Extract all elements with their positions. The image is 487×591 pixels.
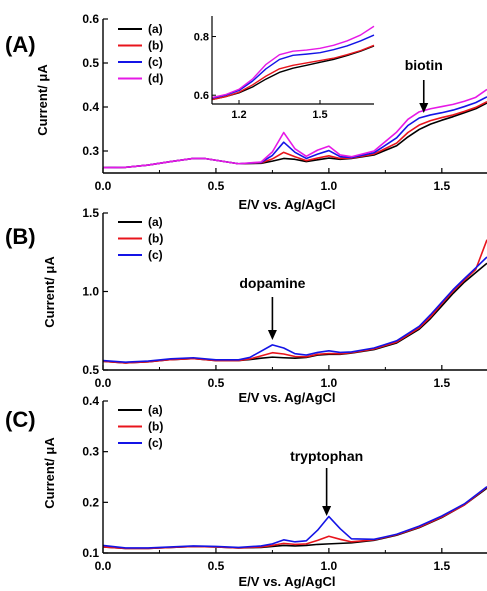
inset-chart: 1.2 1.5 0.6 0.8 xyxy=(194,16,375,121)
annotation-label: biotin xyxy=(405,57,443,73)
legend-label-a: (a) xyxy=(148,403,163,417)
legend-label-b: (b) xyxy=(148,420,163,434)
x-tick-label: 1.5 xyxy=(433,376,450,390)
y-axis-title: Current/ μA xyxy=(42,256,57,328)
y-axis-title: Current/ μA xyxy=(42,437,57,509)
series-line-a xyxy=(103,102,487,169)
inset-series-line-d xyxy=(211,25,375,99)
series-group xyxy=(103,485,487,550)
series-line-a xyxy=(103,487,487,550)
series-group xyxy=(103,239,487,364)
y-tick-label: 0.4 xyxy=(82,394,99,408)
legend: (a) (b) (c) xyxy=(118,403,163,450)
x-tick-label: 0.5 xyxy=(208,559,225,573)
x-axis-title: E/V vs. Ag/AgCl xyxy=(238,197,335,212)
annotation-arrow-head xyxy=(419,103,429,113)
annotation-arrow-head xyxy=(322,506,332,516)
x-tick-label: 0.5 xyxy=(208,376,225,390)
x-tick-label: 0.0 xyxy=(95,179,112,193)
inset-x-tick-label: 1.2 xyxy=(231,109,246,121)
y-tick-label: 1.5 xyxy=(82,206,99,220)
x-tick-label: 1.5 xyxy=(433,559,450,573)
x-tick-label: 1.5 xyxy=(433,179,450,193)
inset-series-line-c xyxy=(211,34,375,99)
x-tick-label: 0.0 xyxy=(95,376,112,390)
chart-panel-1: (A) 0.0 0.5 1.0 1.5 0.3 0.4 0.5 0.6 E/V vs. Ag/Ag… xyxy=(5,12,487,212)
series-group xyxy=(103,88,487,169)
x-tick-label: 0.0 xyxy=(95,559,112,573)
legend-label-d: (d) xyxy=(148,72,163,86)
y-tick-label: 0.1 xyxy=(82,546,99,560)
y-axis-title: Current/ μA xyxy=(35,64,50,136)
series-line-c xyxy=(103,256,487,363)
legend-label-c: (c) xyxy=(148,436,163,450)
inset-series-line-b xyxy=(211,44,375,101)
y-tick-label: 0.4 xyxy=(82,100,99,114)
annotation-label: tryptophan xyxy=(290,448,363,464)
y-tick-label: 0.5 xyxy=(82,363,99,377)
panel-label: (B) xyxy=(5,224,36,249)
legend-label-a: (a) xyxy=(148,215,163,229)
series-line-c xyxy=(103,485,487,549)
x-tick-label: 1.0 xyxy=(321,376,338,390)
legend-label-c: (c) xyxy=(148,55,163,69)
series-line-b xyxy=(103,101,487,169)
legend-label-a: (a) xyxy=(148,22,163,36)
y-tick-label: 0.5 xyxy=(82,56,99,70)
annotation-label: dopamine xyxy=(239,275,305,291)
x-tick-label: 0.5 xyxy=(208,179,225,193)
chart-panel-2: (B)0.0 0.5 1.0 1.50.51.01.5E/V vs. Ag/AgClC… xyxy=(5,206,487,405)
inset-y-tick-label: 0.6 xyxy=(194,90,209,102)
legend: (a) (b) (c) xyxy=(118,215,163,262)
series-line-b xyxy=(103,486,487,550)
chart-panel-3: (C) 0.0 0.5 1.0 1.5 0.1 0.2 0.3 0.4 E/V vs. Ag/Ag… xyxy=(5,394,487,589)
series-line-d xyxy=(103,88,487,169)
inset-x-tick-label: 1.5 xyxy=(312,109,327,121)
annotation-arrow-head xyxy=(267,330,277,340)
panel-label: (C) xyxy=(5,407,36,432)
y-tick-label: 1.0 xyxy=(82,285,99,299)
legend: (a) (b) (c) (d) xyxy=(118,22,163,86)
x-tick-label: 1.0 xyxy=(321,179,338,193)
panel-label: (A) xyxy=(5,32,36,57)
legend-label-b: (b) xyxy=(148,232,163,246)
x-tick-label: 1.0 xyxy=(321,559,338,573)
y-tick-label: 0.2 xyxy=(82,495,99,509)
y-tick-label: 0.3 xyxy=(82,144,99,158)
y-tick-label: 0.6 xyxy=(82,12,99,26)
inset-y-tick-label: 0.8 xyxy=(194,32,209,44)
y-tick-label: 0.3 xyxy=(82,445,99,459)
legend-label-c: (c) xyxy=(148,248,163,262)
x-axis-title: E/V vs. Ag/AgCl xyxy=(238,390,335,405)
legend-label-b: (b) xyxy=(148,39,163,53)
x-axis-title: E/V vs. Ag/AgCl xyxy=(238,574,335,589)
